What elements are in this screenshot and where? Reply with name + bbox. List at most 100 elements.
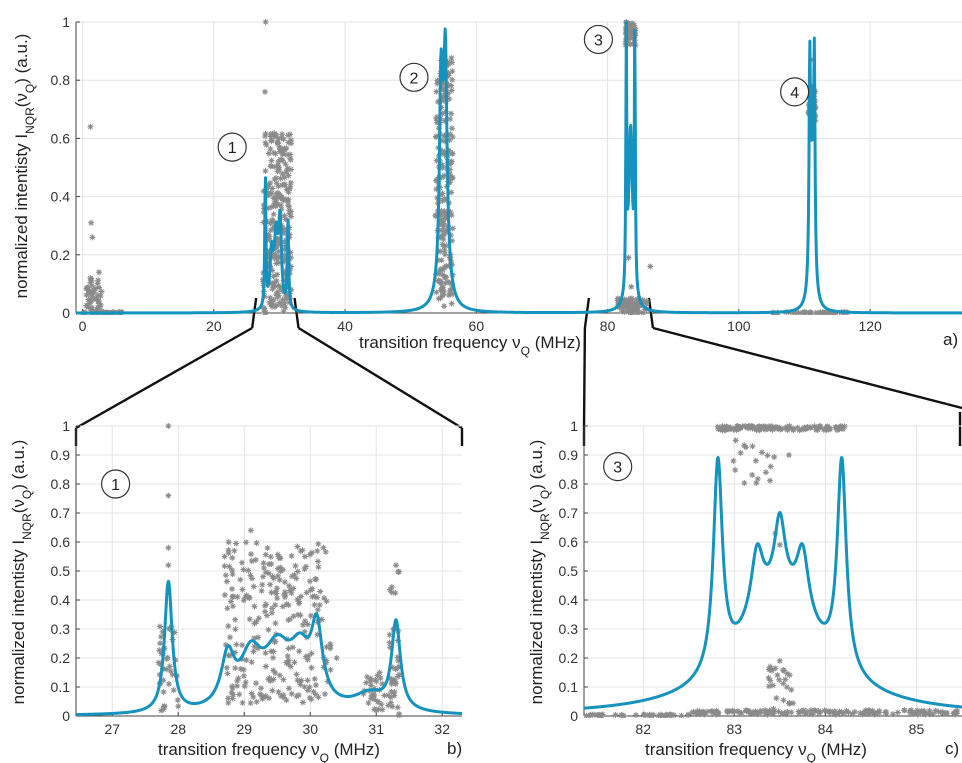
scatter-point (433, 115, 440, 122)
scatter-point (774, 672, 781, 679)
scatter-point (831, 708, 838, 715)
scatter-point (817, 423, 824, 430)
x-tick-label: 120 (858, 318, 882, 334)
x-tick-label: 60 (469, 318, 485, 334)
scatter-point (778, 710, 785, 717)
scatter-point (281, 252, 288, 259)
panel-c-curve-series (584, 456, 962, 710)
scatter-point (236, 691, 243, 698)
y-tick-label: 0.1 (51, 679, 71, 695)
scatter-point (446, 137, 453, 144)
scatter-point (229, 695, 236, 702)
scatter-point (437, 162, 444, 169)
scatter-point (293, 671, 300, 678)
scatter-point (221, 592, 228, 599)
scatter-point (277, 693, 284, 700)
scatter-point (639, 297, 646, 304)
scatter-point (772, 423, 779, 430)
scatter-point (701, 711, 708, 718)
scatter-point (230, 691, 237, 698)
scatter-point (717, 426, 724, 433)
scatter-point (274, 551, 281, 558)
scatter-point (392, 589, 399, 596)
scatter-point (246, 616, 253, 623)
scatter-point (280, 676, 287, 683)
scatter-point (449, 150, 456, 157)
scatter-point (315, 558, 322, 565)
scatter-point (765, 423, 772, 430)
scatter-point (240, 672, 247, 679)
x-tick-label: 27 (105, 721, 121, 737)
scatter-point (642, 299, 649, 306)
scatter-point (315, 540, 322, 547)
scatter-point (285, 602, 292, 609)
scatter-point (386, 631, 393, 638)
scatter-point (714, 710, 721, 717)
scatter-point (285, 645, 292, 652)
scatter-point (281, 246, 288, 253)
scatter-point (250, 583, 257, 590)
scatter-point (282, 239, 289, 246)
scatter-point (781, 709, 788, 716)
scatter-point (271, 279, 278, 286)
scatter-point (800, 707, 807, 714)
scatter-point (786, 672, 793, 679)
scatter-point (232, 665, 239, 672)
scatter-point (448, 212, 455, 219)
scatter-point (273, 180, 280, 187)
scatter-point (288, 690, 295, 697)
scatter-point (224, 670, 231, 677)
x-tick-label: 84 (818, 721, 834, 737)
panel-c-label: c) (945, 739, 959, 758)
scatter-point (435, 295, 442, 302)
scatter-point (441, 132, 448, 139)
scatter-point (619, 308, 626, 315)
scatter-point (261, 608, 268, 615)
scatter-point (439, 292, 446, 299)
scatter-point (304, 687, 311, 694)
scatter-point (95, 298, 102, 305)
scatter-point (441, 138, 448, 145)
y-tick-label: 0 (570, 708, 578, 724)
scatter-point (786, 700, 793, 707)
scatter-point (807, 424, 814, 431)
scatter-point (271, 176, 278, 183)
scatter-point (287, 249, 294, 256)
scatter-point (222, 572, 229, 579)
scatter-point (388, 680, 395, 687)
scatter-point (634, 297, 641, 304)
scatter-point (89, 293, 96, 300)
scatter-point (225, 547, 232, 554)
zoom-connector-c-left (582, 327, 587, 429)
scatter-point (229, 571, 236, 578)
scatter-point (323, 598, 330, 605)
scatter-point (589, 711, 596, 718)
scatter-point (279, 603, 286, 610)
scatter-point (270, 218, 277, 225)
scatter-point (265, 231, 272, 238)
scatter-point (641, 711, 648, 718)
panel-c-ylabel: normalized intentisty INQR(νQ) (a.u.) (527, 440, 552, 705)
scatter-point (764, 711, 771, 718)
scatter-point (266, 233, 273, 240)
scatter-point (230, 593, 237, 600)
scatter-point (278, 156, 285, 163)
scatter-point (260, 573, 267, 580)
panel-a-label: a) (943, 330, 958, 349)
scatter-point (626, 29, 633, 36)
scatter-point (267, 220, 274, 227)
scatter-point (223, 578, 230, 585)
scatter-point (247, 527, 254, 534)
scatter-point (449, 68, 456, 75)
annotation-label: 1 (228, 140, 237, 157)
scatter-point (312, 682, 319, 689)
scatter-point (388, 688, 395, 695)
scatter-point (807, 710, 814, 717)
y-tick-label: 0 (62, 708, 70, 724)
scatter-point (435, 78, 442, 85)
scatter-point (709, 708, 716, 715)
scatter-point (440, 236, 447, 243)
scatter-point (595, 711, 602, 718)
scatter-point (290, 613, 297, 620)
scatter-point (437, 212, 444, 219)
